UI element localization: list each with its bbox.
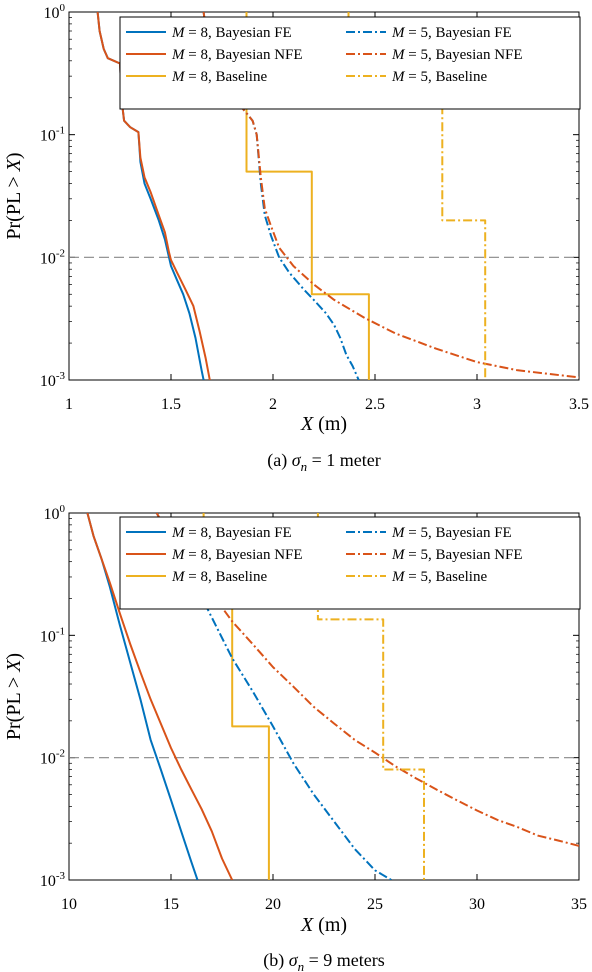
x-tick-label: 30 bbox=[469, 896, 485, 913]
legend-entry-5: M = 5, Baseline bbox=[391, 569, 487, 585]
legend-entry-3: M = 5, Bayesian FE bbox=[391, 25, 512, 41]
x-tick-label: 1 bbox=[65, 396, 73, 413]
x-tick-label: 20 bbox=[265, 896, 281, 913]
x-axis-label: X (m) bbox=[300, 914, 347, 936]
legend-entry-3: M = 5, Bayesian FE bbox=[391, 525, 512, 541]
x-tick-label: 3 bbox=[473, 396, 481, 413]
y-tick-label: 10-3 bbox=[40, 870, 66, 890]
x-tick-label: 2.5 bbox=[365, 396, 385, 413]
y-tick-label: 100 bbox=[44, 2, 66, 22]
x-tick-label: 15 bbox=[163, 896, 179, 913]
y-tick-label: 10-1 bbox=[40, 625, 65, 645]
x-tick-label: 1.5 bbox=[161, 396, 181, 413]
x-tick-label: 25 bbox=[367, 896, 383, 913]
figure-caption: (b) σn = 9 meters bbox=[263, 950, 385, 972]
legend-entry-4: M = 5, Bayesian NFE bbox=[391, 547, 523, 563]
y-tick-label: 100 bbox=[44, 503, 66, 523]
y-tick-label: 10-1 bbox=[40, 125, 65, 145]
series-line-2 bbox=[245, 12, 370, 380]
figure-caption: (a) σn = 1 meter bbox=[267, 450, 381, 474]
y-tick-label: 10-2 bbox=[40, 247, 65, 267]
legend-entry-2: M = 8, Baseline bbox=[171, 569, 267, 585]
legend-entry-5: M = 5, Baseline bbox=[391, 69, 487, 85]
legend: M = 8, Bayesian FE M = 8, Bayesian NFE M =… bbox=[119, 16, 581, 110]
legend: M = 8, Bayesian FE M = 8, Bayesian NFE M =… bbox=[119, 516, 581, 610]
y-tick-label: 10-2 bbox=[40, 748, 65, 768]
series-line-1 bbox=[96, 12, 211, 380]
y-axis-label: Pr(PL > X) bbox=[3, 152, 25, 239]
x-tick-label: 3.5 bbox=[569, 396, 589, 413]
legend-entry-0: M = 8, Bayesian FE bbox=[171, 525, 292, 541]
y-axis-label: Pr(PL > X) bbox=[3, 653, 25, 740]
x-tick-label: 2 bbox=[269, 396, 277, 413]
series-line-1 bbox=[86, 513, 234, 880]
legend-entry-1: M = 8, Bayesian NFE bbox=[171, 47, 303, 63]
legend-entry-2: M = 8, Baseline bbox=[171, 69, 267, 85]
legend-entry-0: M = 8, Bayesian FE bbox=[171, 25, 292, 41]
x-axis-label: X (m) bbox=[300, 413, 347, 435]
legend-entry-1: M = 8, Bayesian NFE bbox=[171, 547, 303, 563]
y-tick-label: 10-3 bbox=[40, 370, 66, 390]
legend-entry-4: M = 5, Bayesian NFE bbox=[391, 47, 523, 63]
x-tick-label: 10 bbox=[61, 896, 77, 913]
x-tick-label: 35 bbox=[571, 896, 587, 913]
series-line-5 bbox=[347, 12, 487, 380]
chart-panel-a: 10-3 10-2 10-1 100 1 1.5 2 2.5 3 3.5 M = 8, Bayesi… bbox=[3, 2, 589, 474]
chart-panel-b: 10-3 10-2 10-1 100 10 15 20 25 30 35 M = 8, Bayesi… bbox=[3, 503, 587, 972]
